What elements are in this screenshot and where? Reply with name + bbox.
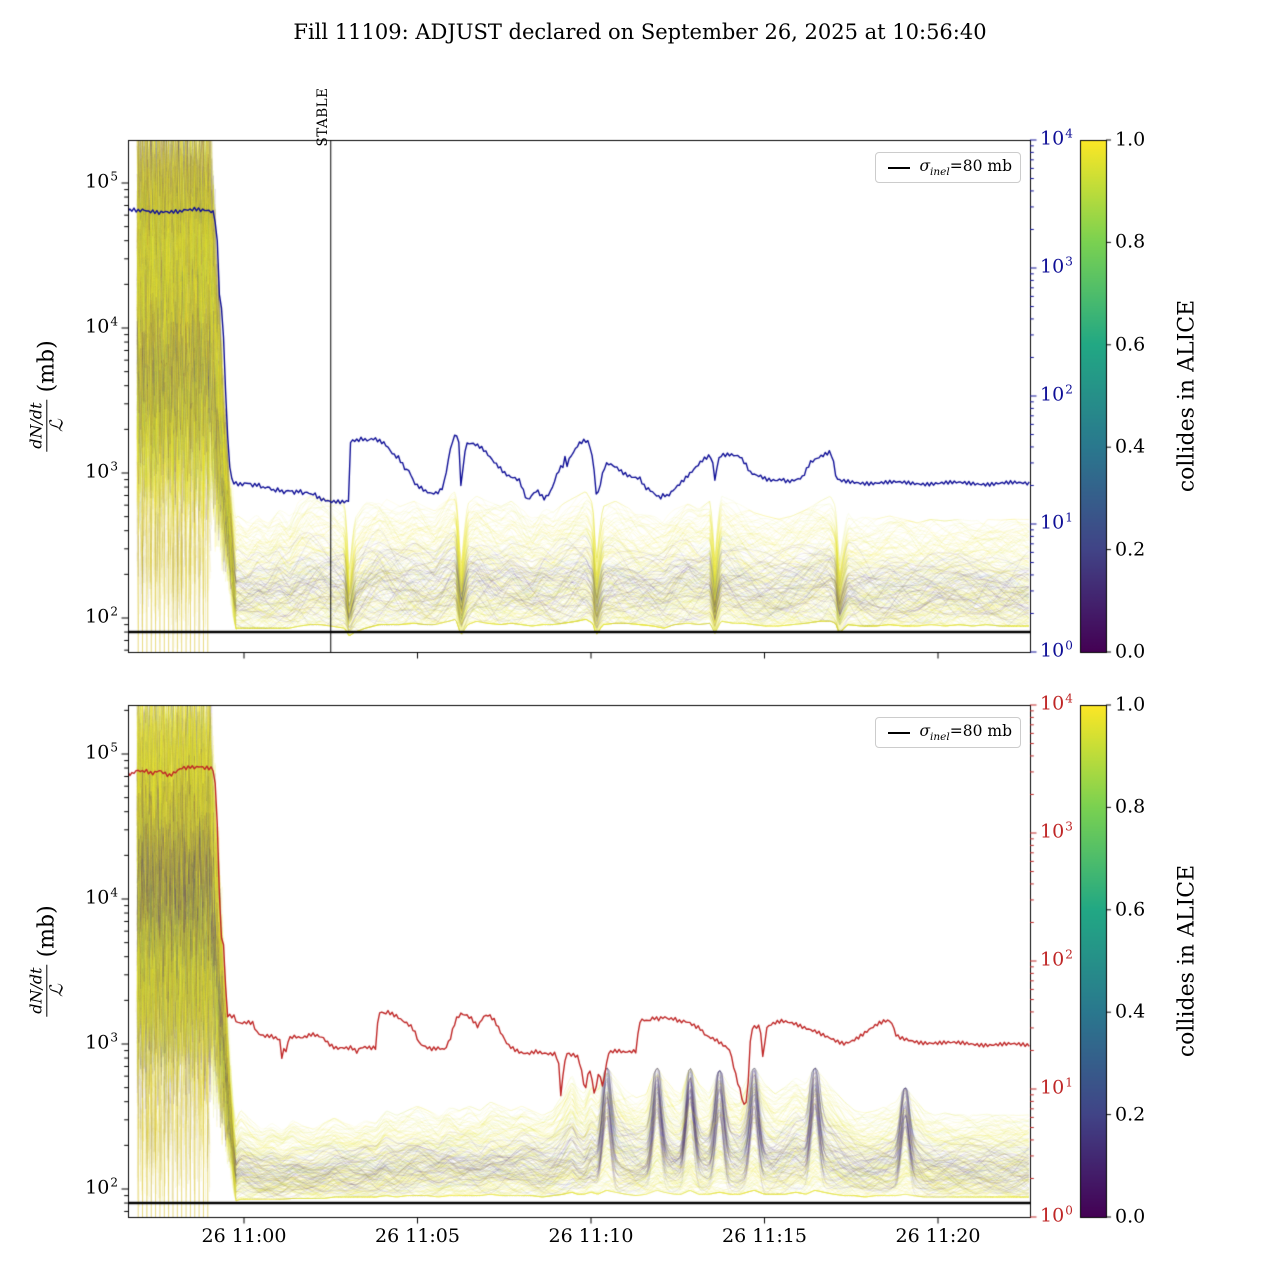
legend-label: σinel=80 mb xyxy=(919,157,1012,178)
left-ytick-label: 104 xyxy=(85,885,118,909)
left-ytick-label: 102 xyxy=(85,604,118,628)
colorbar-tick-label: 1.0 xyxy=(1115,693,1146,716)
colorbar-tick-label: 0.6 xyxy=(1115,333,1146,356)
xtick-label: 26 11:05 xyxy=(375,1225,460,1247)
figure-title: Fill 11109: ADJUST declared on September… xyxy=(293,20,987,44)
xtick-label: 26 11:20 xyxy=(895,1225,981,1247)
right-ytick-label: 101 xyxy=(1040,1075,1073,1099)
legend-line-sample xyxy=(888,731,911,734)
y-axis-label-bottom: dN/dt ℒ (mb) xyxy=(26,905,67,1017)
y-axis-label-unit: (mb) xyxy=(34,905,60,958)
y-axis-label-denominator: ℒ xyxy=(45,419,67,433)
colorbar-tick-label: 0.6 xyxy=(1115,898,1146,921)
colorbar-tick-label: 0.8 xyxy=(1115,795,1146,818)
stable-annotation: STABLE xyxy=(315,87,331,147)
colorbar-tick-label: 0.4 xyxy=(1115,1000,1146,1023)
right-ytick-label: 102 xyxy=(1040,947,1073,971)
right-ytick-label: 102 xyxy=(1040,382,1073,406)
y-axis-label-denominator: ℒ xyxy=(45,984,67,998)
legend-line-sample xyxy=(888,166,911,169)
y-axis-fraction: dN/dt ℒ xyxy=(26,964,67,1017)
y-axis-fraction: dN/dt ℒ xyxy=(26,399,67,452)
left-ytick-label: 102 xyxy=(85,1175,118,1199)
colorbar-label-top: collides in ALICE xyxy=(1174,299,1200,493)
left-ytick-label: 103 xyxy=(85,1030,118,1054)
left-ytick-label: 105 xyxy=(85,740,118,764)
right-ytick-label: 104 xyxy=(1040,126,1073,150)
left-ytick-label: 103 xyxy=(85,459,118,483)
left-ytick-label: 104 xyxy=(85,314,118,338)
legend-label: σinel=80 mb xyxy=(919,722,1012,743)
xtick-label: 26 11:10 xyxy=(548,1225,634,1247)
xtick-label: 26 11:15 xyxy=(722,1225,807,1247)
legend-bottom: σinel=80 mb xyxy=(875,717,1021,748)
legend-top: σinel=80 mb xyxy=(875,152,1021,183)
colorbar-tick-label: 0.2 xyxy=(1115,1103,1146,1126)
colorbar-label-bottom: collides in ALICE xyxy=(1174,864,1200,1058)
sigma-subscript: inel xyxy=(930,731,950,744)
right-ytick-label: 101 xyxy=(1040,510,1073,534)
right-ytick-label: 100 xyxy=(1040,638,1073,662)
legend-value: =80 mb xyxy=(949,156,1012,175)
colorbar-tick-label: 0.2 xyxy=(1115,538,1146,561)
colorbar-tick-label: 0.0 xyxy=(1115,1205,1146,1228)
colorbar-tick-label: 0.4 xyxy=(1115,435,1146,458)
right-ytick-label: 103 xyxy=(1040,254,1073,278)
sigma-subscript: inel xyxy=(930,166,950,179)
right-ytick-label: 104 xyxy=(1040,691,1073,715)
right-ytick-label: 100 xyxy=(1040,1203,1073,1227)
y-axis-label-numerator: dN/dt xyxy=(26,964,47,1017)
left-ytick-label: 105 xyxy=(85,169,118,193)
sigma-symbol: σ xyxy=(919,156,931,175)
colorbar-tick-label: 0.8 xyxy=(1115,230,1146,253)
xtick-label: 26 11:00 xyxy=(201,1225,287,1247)
y-axis-label-unit: (mb) xyxy=(34,340,60,393)
sigma-symbol: σ xyxy=(919,721,931,740)
y-axis-label-top: dN/dt ℒ (mb) xyxy=(26,340,67,452)
colorbar-tick-label: 1.0 xyxy=(1115,128,1146,151)
right-ytick-label: 103 xyxy=(1040,819,1073,843)
colorbar-tick-label: 0.0 xyxy=(1115,640,1146,663)
y-axis-label-numerator: dN/dt xyxy=(26,399,47,452)
legend-value: =80 mb xyxy=(949,721,1012,740)
